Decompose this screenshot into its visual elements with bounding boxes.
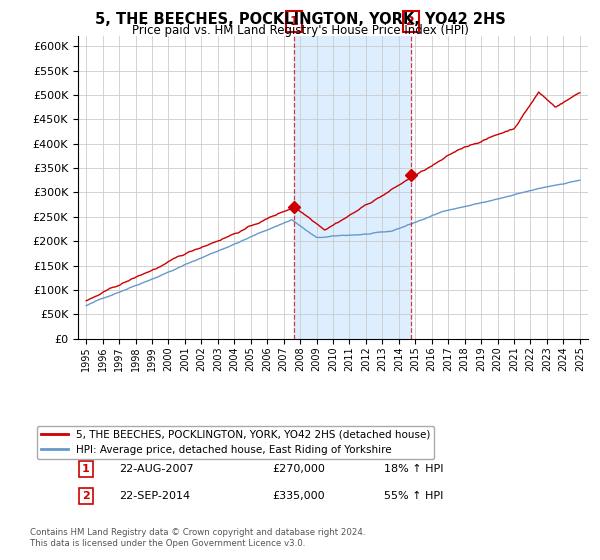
Text: 1: 1 (82, 464, 89, 474)
Text: 1: 1 (290, 15, 299, 28)
Text: £270,000: £270,000 (272, 464, 325, 474)
Text: 2: 2 (406, 15, 415, 28)
Bar (295, 36, 411, 339)
Text: £335,000: £335,000 (272, 491, 325, 501)
Text: 22-AUG-2007: 22-AUG-2007 (119, 464, 193, 474)
Text: 18% ↑ HPI: 18% ↑ HPI (384, 464, 443, 474)
Text: 2: 2 (82, 491, 89, 501)
Text: 55% ↑ HPI: 55% ↑ HPI (384, 491, 443, 501)
Text: Contains HM Land Registry data © Crown copyright and database right 2024.
This d: Contains HM Land Registry data © Crown c… (30, 528, 365, 548)
Text: Price paid vs. HM Land Registry's House Price Index (HPI): Price paid vs. HM Land Registry's House … (131, 24, 469, 36)
Text: 5, THE BEECHES, POCKLINGTON, YORK, YO42 2HS: 5, THE BEECHES, POCKLINGTON, YORK, YO42 … (95, 12, 505, 27)
Legend: 5, THE BEECHES, POCKLINGTON, YORK, YO42 2HS (detached house), HPI: Average price: 5, THE BEECHES, POCKLINGTON, YORK, YO42 … (37, 426, 434, 459)
Text: 22-SEP-2014: 22-SEP-2014 (119, 491, 190, 501)
